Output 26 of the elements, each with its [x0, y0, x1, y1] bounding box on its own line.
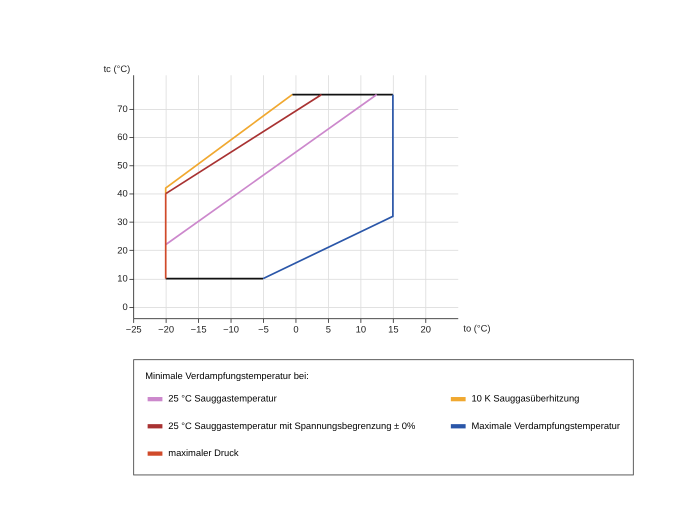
legend-label: 25 °C Sauggastemperatur: [168, 392, 277, 404]
legend-label: 25 °C Sauggastemperatur mit Spannungsbegrenzung ± 0%: [168, 420, 416, 431]
legend-label: maximaler Druck: [168, 447, 239, 458]
x-tick-label: −25: [126, 323, 142, 334]
x-tick-label: 15: [388, 323, 399, 334]
y-tick-label: 60: [117, 131, 128, 142]
y-tick-label: 10: [117, 272, 128, 284]
y-tick-label: 70: [117, 102, 128, 114]
x-tick-label: −5: [258, 323, 269, 334]
y-axis-title: tc (°C): [104, 62, 130, 74]
y-tick-label: 40: [117, 188, 128, 199]
x-tick-label: 10: [356, 323, 366, 334]
x-axis-title: to (°C): [463, 322, 491, 334]
x-tick-label: −10: [223, 323, 239, 334]
y-tick-label: 50: [117, 159, 128, 170]
legend-label: Maximale Verdampfungstemperatur: [471, 420, 620, 431]
y-tick-label: 20: [117, 244, 128, 256]
x-tick-label: −20: [158, 323, 174, 334]
legend-label: 10 K Sauggasüberhitzung: [471, 392, 580, 404]
x-tick-label: 0: [293, 323, 299, 334]
y-tick-label: 30: [117, 216, 128, 227]
x-tick-label: −15: [190, 323, 207, 334]
x-tick-label: 5: [326, 323, 332, 334]
y-tick-label: 0: [122, 300, 128, 312]
x-tick-label: 20: [420, 323, 431, 334]
legend-title: Minimale Verdampfungstemperatur bei:: [145, 370, 309, 381]
